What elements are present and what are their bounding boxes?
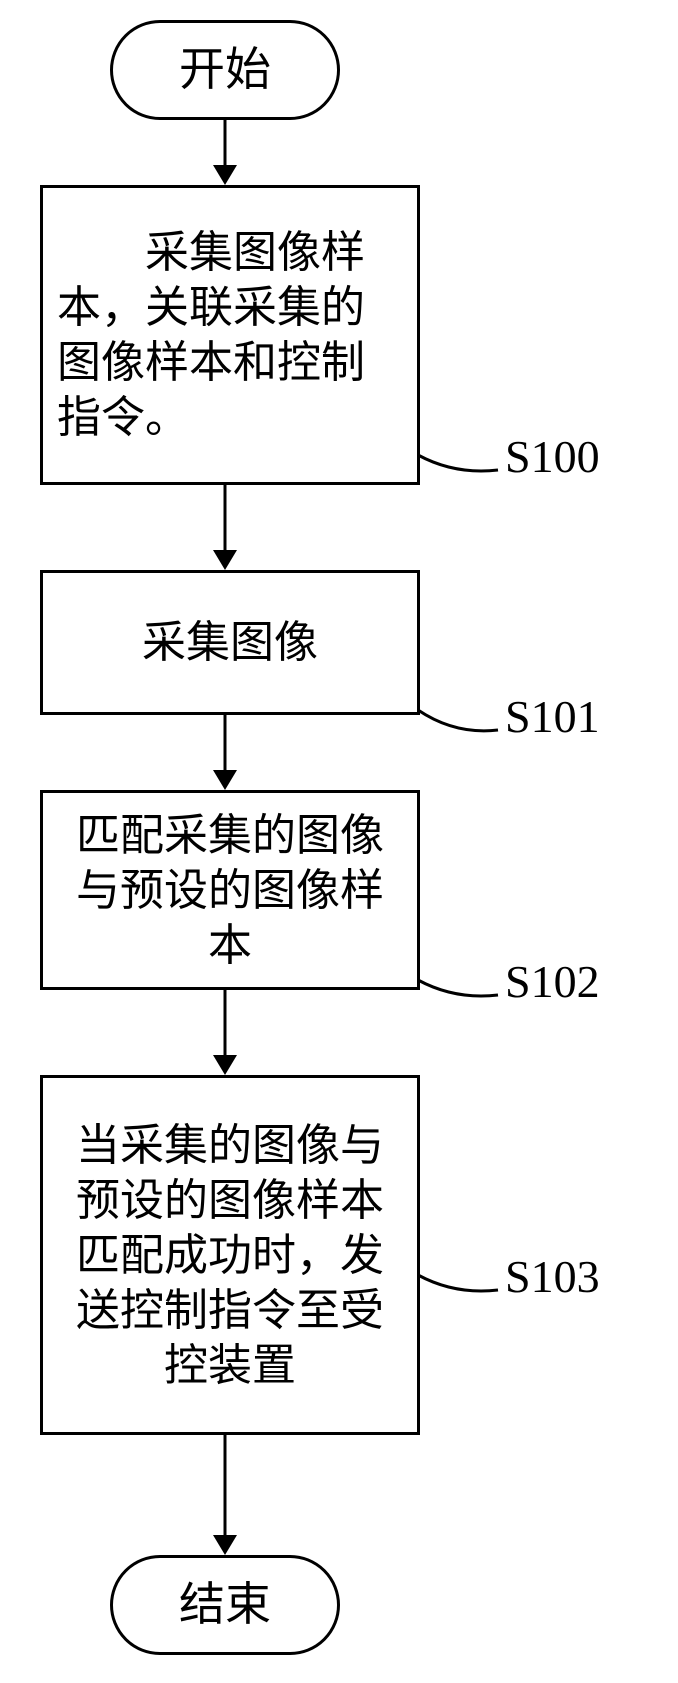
step-s103-text: 当采集的图像与预设的图像样本匹配成功时，发送控制指令至受控装置	[57, 1118, 403, 1393]
flow-step-s103: 当采集的图像与预设的图像样本匹配成功时，发送控制指令至受控装置	[40, 1075, 420, 1435]
leader-line	[418, 710, 498, 731]
step-s101-text: 采集图像	[57, 615, 403, 670]
step-s101-label: S101	[505, 690, 600, 743]
arrow	[213, 1435, 237, 1555]
arrow	[213, 485, 237, 570]
start-text: 开始	[113, 41, 337, 99]
flow-step-s100: 采集图像样本，关联采集的图像样本和控制指令。	[40, 185, 420, 485]
step-s102-label: S102	[505, 955, 600, 1008]
flow-step-s102: 匹配采集的图像与预设的图像样本	[40, 790, 420, 990]
step-s103-label: S103	[505, 1250, 600, 1303]
step-s100-text: 采集图像样本，关联采集的图像样本和控制指令。	[57, 225, 403, 445]
step-s100-label: S100	[505, 430, 600, 483]
arrow	[213, 120, 237, 185]
leader-line	[418, 980, 498, 996]
flow-terminator-start: 开始	[110, 20, 340, 120]
leader-line	[418, 1275, 498, 1291]
arrow	[213, 715, 237, 790]
end-text: 结束	[113, 1576, 337, 1634]
arrow	[213, 990, 237, 1075]
flow-terminator-end: 结束	[110, 1555, 340, 1655]
step-s102-text: 匹配采集的图像与预设的图像样本	[57, 808, 403, 973]
leader-line	[418, 455, 498, 471]
flow-step-s101: 采集图像	[40, 570, 420, 715]
